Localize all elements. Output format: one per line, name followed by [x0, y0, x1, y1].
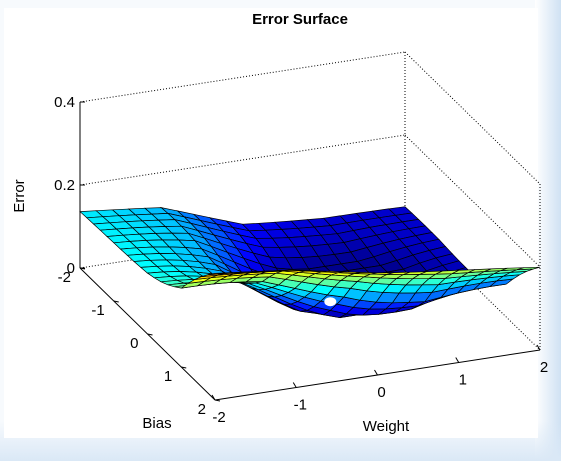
y-tick-mark	[147, 333, 153, 336]
axis-box-edge	[79, 134, 406, 186]
x-tick-label: -2	[212, 409, 225, 426]
z-axis-label: Error	[11, 179, 28, 212]
x-tick-label: -1	[294, 397, 307, 414]
x-axis-label: Weight	[363, 418, 410, 435]
x-tick-mark	[374, 369, 378, 376]
x-tick-mark	[455, 357, 460, 363]
axis-box-edge	[79, 51, 406, 103]
y-tick-label: 2	[198, 401, 206, 418]
axis-box-edge	[404, 51, 541, 185]
minimum-marker	[324, 297, 337, 307]
chart-title: Error Surface	[252, 11, 348, 28]
surface-mesh	[79, 206, 541, 319]
y-tick-label: -2	[58, 269, 71, 286]
z-tick-label: 0	[67, 260, 75, 277]
y-axis-label: Bias	[142, 415, 171, 432]
y-tick-label: 0	[130, 335, 138, 352]
x-tick-label: 2	[540, 359, 548, 376]
y-tick-mark	[181, 366, 187, 369]
y-tick-mark	[79, 267, 86, 270]
y-tick-label: -1	[91, 302, 104, 319]
y-tick-mark	[214, 399, 221, 402]
y-tick-label: 1	[164, 368, 172, 385]
tick-labels: 0 0.2 0.4 -2 -1 0 1 2 -2 -1 0 1 2	[54, 94, 548, 426]
z-tick-label: 0.2	[54, 177, 75, 194]
z-tick-label: 0.4	[54, 94, 75, 111]
surface-patch	[516, 266, 541, 271]
x-tick-label: 1	[459, 372, 467, 389]
y-tick-mark	[113, 300, 119, 303]
x-tick-label: 0	[377, 384, 385, 401]
x-tick-mark	[536, 344, 541, 351]
x-tick-mark	[292, 382, 297, 388]
x-tick-mark	[211, 394, 216, 401]
